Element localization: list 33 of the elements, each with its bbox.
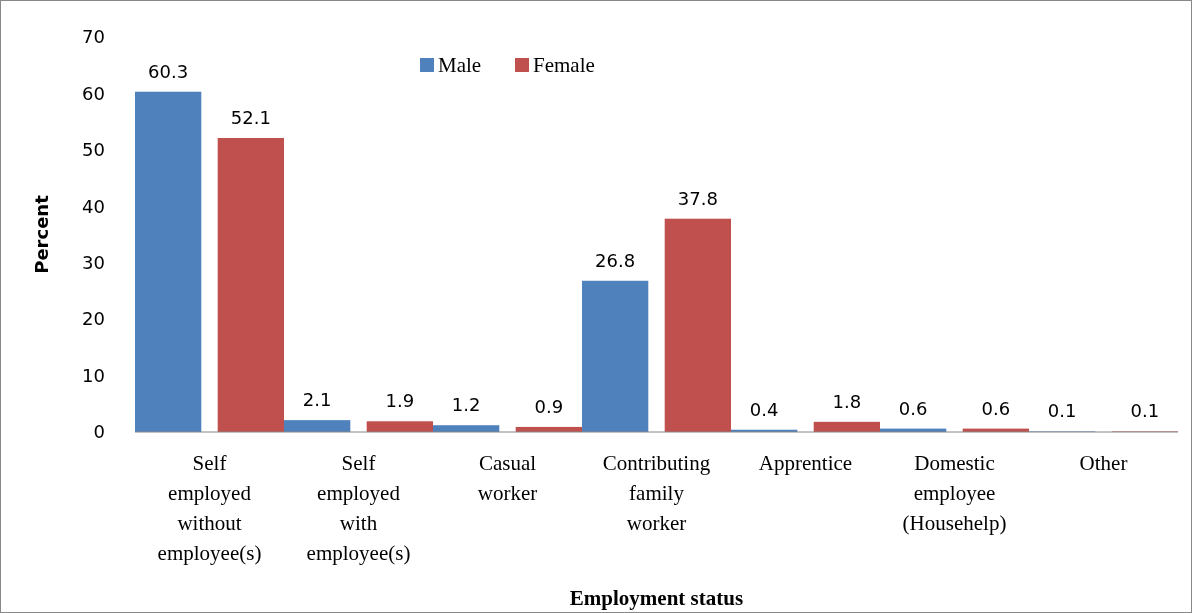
data-label: 52.1 <box>230 107 271 129</box>
data-label: 37.8 <box>677 187 718 209</box>
data-label: 2.1 <box>302 389 332 411</box>
data-label: 1.8 <box>832 390 862 412</box>
data-label: 1.2 <box>451 394 481 416</box>
x-tick-label: Self employed without employee(s) <box>157 451 262 565</box>
y-tick-label: 10 <box>82 364 105 386</box>
data-label: 26.8 <box>595 249 636 271</box>
y-tick-label: 40 <box>82 195 105 217</box>
legend-label: Male <box>438 53 482 78</box>
data-label: 60.3 <box>148 60 189 82</box>
data-label: 0.6 <box>898 397 928 419</box>
y-tick-label: 50 <box>82 139 105 161</box>
data-label: 0.9 <box>534 395 564 417</box>
legend-label: Female <box>533 53 595 78</box>
x-tick-label: Apprentice <box>758 451 853 475</box>
y-tick-label: 0 <box>93 421 105 443</box>
x-tick-label: Casual worker <box>477 451 538 505</box>
data-label: 0.6 <box>981 397 1011 419</box>
data-label: 1.9 <box>385 390 415 412</box>
x-tick-label: Other <box>1079 451 1128 475</box>
y-tick-label: 30 <box>82 252 105 274</box>
x-tick-label: Contributing family worker <box>602 451 711 535</box>
y-tick-label: 60 <box>82 82 105 104</box>
data-label: 0.4 <box>749 398 779 420</box>
x-tick-label: Domestic employee (Househelp) <box>902 451 1007 535</box>
x-axis-title: Employment status <box>569 586 744 610</box>
y-axis-title: Percent <box>31 194 52 274</box>
y-tick-label: 20 <box>82 308 105 330</box>
x-tick-label: Self employed with employee(s) <box>306 451 411 565</box>
data-label: 0.1 <box>1047 400 1077 422</box>
data-label: 0.1 <box>1130 400 1160 422</box>
y-tick-label: 70 <box>82 26 105 48</box>
